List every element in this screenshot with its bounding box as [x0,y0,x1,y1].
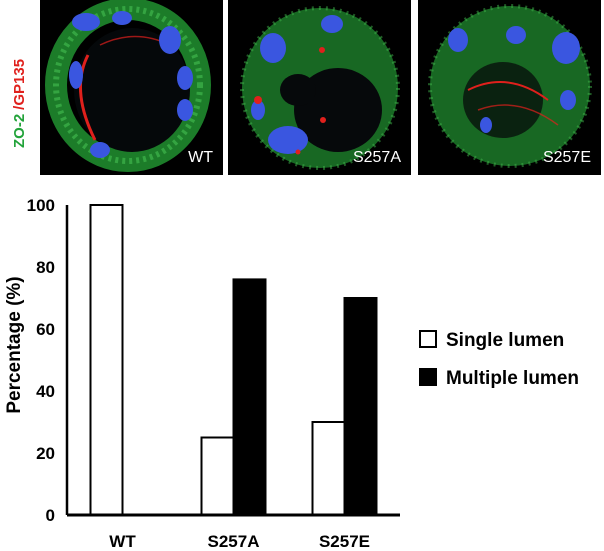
y-axis-label: Percentage (%) [4,276,25,413]
micrograph-panel-wt: WT [40,0,223,175]
y-tick-label: 80 [36,258,55,277]
y-tick-label: 20 [36,444,55,463]
panel-label-s257e: S257E [542,149,591,166]
y-tick-label: 60 [36,320,55,339]
y-ticks: 0 20 40 60 80 100 [27,196,55,525]
svg-text:ZO-2/GP135: ZO-2/GP135 [11,59,28,148]
stain-label-green: ZO-2 [11,114,28,148]
bar-s257e-single-lumen [311,421,346,516]
stain-label-red: /GP135 [11,59,28,110]
legend-label: Single lumen [446,330,564,351]
panel-label-s257a: S257A [352,149,401,166]
x-tick-label: S257E [319,532,370,551]
y-tick-label: 0 [46,506,55,525]
legend: Single lumen Multiple lumen [419,330,579,389]
bar-chart: 0 20 40 60 80 100 WT S257A S257E Percentage (%)… [4,196,579,551]
legend-swatch [419,330,437,348]
bar-s257a-single-lumen [200,436,235,516]
micrograph-panel-s257a: S257A [228,0,411,175]
panel-label-wt: WT [188,149,213,166]
bars-layer [89,204,378,517]
legend-swatch [419,368,437,386]
x-tick-labels: WT S257A S257E [109,532,370,551]
bar-s257a-multiple-lumen [232,278,267,517]
y-tick-label: 40 [36,382,55,401]
x-tick-label: S257A [208,532,260,551]
stain-label: ZO-2/GP135 [0,0,36,175]
y-tick-label: 100 [27,196,55,215]
micrograph-s257e-image [418,0,601,175]
micrograph-wt-image [40,0,223,175]
micrograph-s257a-image [228,0,411,175]
x-tick-label: WT [109,532,136,551]
legend-label: Multiple lumen [446,368,579,389]
micrograph-panel-s257e: S257E [418,0,601,175]
bar-s257e-multiple-lumen [343,297,378,516]
bar-wt-single-lumen [89,204,124,516]
